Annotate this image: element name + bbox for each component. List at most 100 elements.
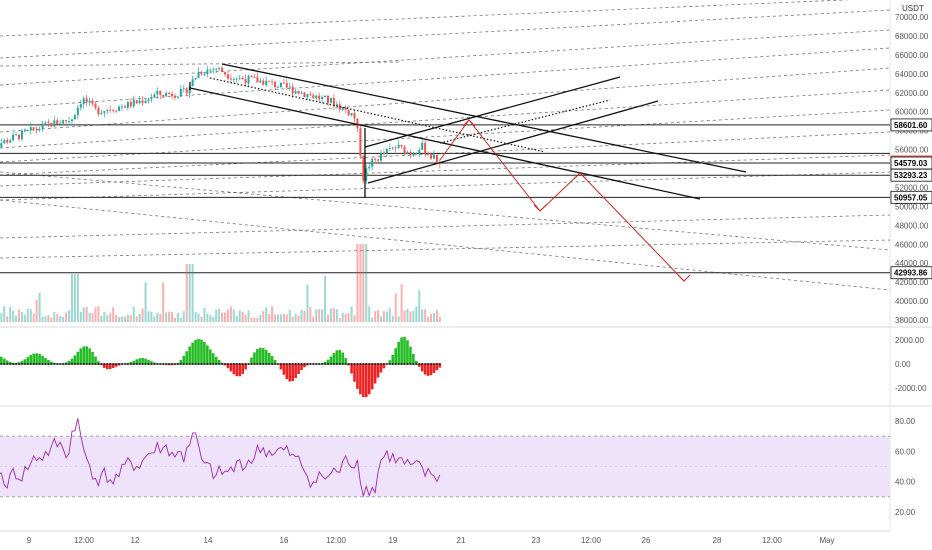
oscillator-pane[interactable] [0,336,442,398]
volume-bar [115,314,118,322]
candle-body [335,104,338,107]
price-tag-label-0: 58601.60 [894,121,928,130]
candle-body [324,95,327,97]
candle-body [244,79,247,84]
oscillator-dot [274,363,277,365]
volume-bar [359,244,362,322]
oscillator-dot [235,363,238,365]
oscillator-dot [424,363,427,365]
candle-body [265,80,268,86]
channel-drawings-layer[interactable] [189,63,747,200]
volume-bar [173,317,176,322]
oscillator-dot [238,363,241,365]
price-tag-box [890,118,932,132]
oscillator-dot [120,363,123,365]
oscillator-dot [259,363,262,365]
volume-bar [176,312,179,322]
candle-body [356,118,359,129]
candle-body [176,96,179,98]
candle-body [50,122,53,127]
candle-body [285,83,288,88]
candle-body [191,79,194,87]
candle-body [38,129,41,130]
price-axis[interactable]: 70000.00 68000.00 66000.00 64000.00 62000.00… [895,13,929,517]
projection-segment [439,119,470,161]
oscillator-dot [62,363,65,365]
dashed-trend-line [0,61,401,67]
oscillator-dot [253,363,256,365]
time-tick-10: 26 [642,536,651,545]
volume-bar [15,315,18,322]
dashed-trend-line [0,109,891,163]
time-axis[interactable]: 9 12:00 12 14 16 12:00 19 21 23 12:00 26 28 12:00 May [27,536,835,545]
oscillator-dot [391,363,394,365]
oscillator-dot [379,363,382,365]
volume-bar [106,315,109,322]
candle-body [0,143,3,148]
channel-line [367,100,659,184]
volume-bar [327,314,330,322]
volume-bar [17,309,20,322]
volume-bar [224,312,227,322]
volume-bar [226,309,229,322]
oscillator-dot [50,363,53,365]
time-tick-12: 12:00 [762,536,783,545]
volume-bar [371,317,374,322]
oscillator-dot [338,363,341,365]
candle-body [321,96,324,100]
candles-layer[interactable] [0,65,441,184]
main-price-tick-1: 68000.00 [895,32,929,41]
oscillator-dot [44,363,47,365]
candle-body [197,71,200,78]
volume-bar [171,312,174,322]
volume-bar [0,312,3,322]
candle-body [430,154,433,159]
candle-body [382,153,385,154]
candle-body [282,82,285,84]
oscillator-dot [32,363,35,365]
oscillator-dot [321,363,324,365]
candle-body [200,71,203,75]
main-price-tick-7: 56000.00 [895,146,929,155]
oscillator-dot [106,363,109,365]
oscillator-dot [400,363,403,365]
price-tag-label-3: 53293.23 [894,171,928,180]
volume-bar [94,307,97,322]
oscillator-dot [397,363,400,365]
volume-bar [82,307,85,322]
oscillator-dot [418,363,421,365]
candle-body [3,140,6,144]
rsi-pane[interactable] [0,418,890,498]
main-price-tick-16: 38000.00 [895,316,929,325]
volume-bar [53,312,56,322]
volume-bar [156,312,159,322]
candle-body [329,98,332,103]
currency-label: USDT [902,4,924,13]
trend-lines-layer[interactable] [0,0,891,291]
volume-bar [109,313,112,322]
candle-body [179,89,182,97]
oscillator-dot [388,363,391,365]
oscillator-dot [285,363,288,365]
volume-bar [382,311,385,322]
candle-body [388,147,391,149]
volume-bar [141,308,144,322]
rsi-tick-0: 80.00 [895,417,916,426]
candle-body [156,90,159,95]
dashed-trend-line [0,47,891,109]
oscillator-dot [432,363,435,365]
volume-bar [338,317,341,322]
oscillator-dot [185,363,188,365]
candle-body [32,127,35,130]
oscillator-dot [70,363,73,365]
oscillator-dot [327,363,330,365]
candle-body [435,154,438,163]
candle-body [56,120,59,125]
volume-bar [112,307,115,322]
volume-bar [256,317,259,322]
projection-arrow-layer[interactable] [439,119,691,282]
volume-bar [438,316,441,322]
volume-bar [247,310,250,322]
volume-bar [335,309,338,322]
